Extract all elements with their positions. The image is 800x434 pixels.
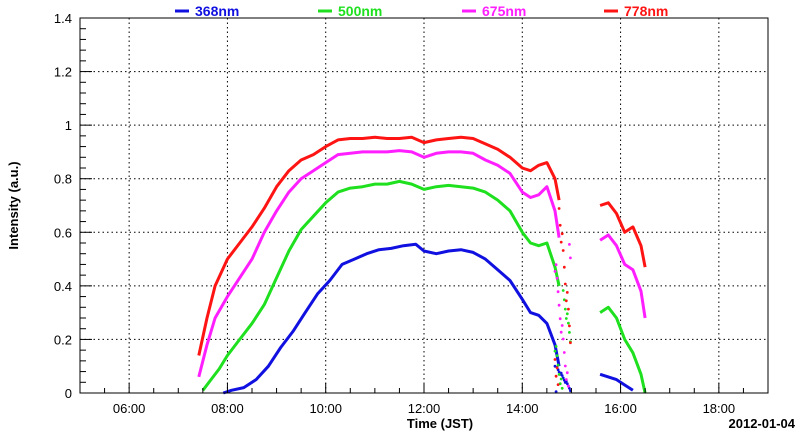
scatter-point-500nm bbox=[563, 307, 567, 311]
series-line-368nm bbox=[599, 372, 634, 392]
scatter-point-778nm bbox=[556, 383, 560, 386]
axes: 06:00 08:00 10:00 12:00 14:00 16:00 18:00 0 0.2 0… bbox=[54, 11, 744, 416]
series-layer bbox=[197, 135, 647, 395]
scatter-point-500nm bbox=[561, 289, 565, 292]
scatter-point-778nm bbox=[553, 358, 557, 361]
series-line-500nm bbox=[201, 179, 561, 392]
scatter-point-500nm bbox=[560, 386, 564, 390]
scatter-point-368nm bbox=[553, 364, 557, 368]
scatter-point-778nm bbox=[567, 307, 570, 311]
scatter-point-500nm bbox=[553, 349, 557, 353]
scatter-point-368nm bbox=[559, 371, 563, 375]
scatter-point-778nm bbox=[564, 299, 568, 303]
x-tick-label: 14:00 bbox=[506, 401, 539, 416]
y-tick-label: 0.6 bbox=[54, 225, 72, 240]
x-tick-label: 06:00 bbox=[113, 401, 146, 416]
y-tick-label: 0.4 bbox=[54, 279, 72, 294]
scatter-point-778nm bbox=[561, 249, 565, 252]
y-tick-label: 0.2 bbox=[54, 332, 72, 347]
date-label: 2012-01-04 bbox=[729, 416, 796, 431]
scatter-point-675nm bbox=[555, 276, 559, 280]
scatter-point-778nm bbox=[569, 341, 572, 345]
y-tick-label: 0.8 bbox=[54, 172, 72, 187]
scatter-point-368nm bbox=[568, 386, 571, 390]
series-line-675nm bbox=[197, 149, 561, 378]
scatter-point-778nm bbox=[557, 207, 561, 210]
scatter-point-675nm bbox=[560, 324, 564, 327]
scatter-point-368nm bbox=[554, 390, 558, 394]
scatter-point-675nm bbox=[556, 290, 560, 294]
scatter-point-500nm bbox=[564, 317, 568, 320]
scatter-point-368nm bbox=[565, 382, 569, 386]
legend-label-500nm: 500nm bbox=[338, 3, 382, 19]
y-tick-label: 1.2 bbox=[54, 65, 72, 80]
legend-label-368nm: 368nm bbox=[195, 3, 239, 19]
scatter-point-675nm bbox=[557, 303, 561, 307]
scatter-point-675nm bbox=[553, 270, 557, 273]
scatter-point-500nm bbox=[565, 312, 569, 316]
x-tick-label: 18:00 bbox=[703, 401, 736, 416]
scatter-point-500nm bbox=[568, 331, 571, 334]
x-tick-label: 10:00 bbox=[309, 401, 342, 416]
legend-label-675nm: 675nm bbox=[482, 3, 526, 19]
scatter-point-675nm bbox=[558, 317, 562, 321]
scatter-point-675nm bbox=[554, 263, 558, 267]
x-tick-label: 08:00 bbox=[211, 401, 244, 416]
scatter-point-675nm bbox=[565, 371, 569, 375]
scatter-point-675nm bbox=[564, 378, 568, 381]
scatter-point-675nm bbox=[569, 256, 572, 260]
series-line-500nm bbox=[599, 305, 647, 394]
y-axis-title: Intensity (a.u.) bbox=[6, 161, 21, 249]
plot-frame bbox=[79, 17, 769, 394]
scatter-point-675nm bbox=[568, 243, 571, 246]
x-axis-title: Time (JST) bbox=[407, 416, 473, 431]
series-line-778nm bbox=[197, 135, 561, 356]
scatter-point-675nm bbox=[567, 384, 570, 388]
scatter-point-368nm bbox=[560, 374, 564, 377]
scatter-point-778nm bbox=[559, 240, 563, 244]
scatter-point-675nm bbox=[559, 330, 563, 334]
scatter-point-500nm bbox=[567, 321, 570, 325]
scatter-point-778nm bbox=[554, 374, 558, 378]
y-tick-label: 1.4 bbox=[54, 11, 72, 26]
scatter-point-778nm bbox=[563, 282, 567, 286]
x-tick-label: 12:00 bbox=[408, 401, 441, 416]
scatter-point-778nm bbox=[558, 223, 562, 227]
legend-label-778nm: 778nm bbox=[624, 3, 668, 19]
scatter-point-778nm bbox=[555, 366, 559, 370]
scatter-point-778nm bbox=[565, 291, 569, 294]
scatter-point-500nm bbox=[558, 382, 562, 386]
scatter-point-675nm bbox=[563, 364, 567, 368]
legend: 368nm 500nm 675nm 778nm bbox=[175, 3, 668, 19]
scatter-point-778nm bbox=[560, 232, 564, 236]
scatter-point-500nm bbox=[557, 373, 561, 376]
y-tick-label: 1 bbox=[65, 118, 72, 133]
series-line-778nm bbox=[599, 201, 647, 268]
x-tick-label: 16:00 bbox=[604, 401, 637, 416]
series-line-675nm bbox=[599, 233, 647, 319]
scatter-point-675nm bbox=[562, 351, 566, 354]
scatter-point-368nm bbox=[557, 370, 561, 374]
scatter-point-778nm bbox=[562, 265, 566, 269]
grid bbox=[80, 18, 768, 393]
series-line-368nm bbox=[222, 242, 561, 395]
scatter-point-500nm bbox=[559, 377, 563, 381]
scatter-point-500nm bbox=[556, 363, 560, 367]
y-tick-label: 0 bbox=[65, 386, 72, 401]
scatter-point-778nm bbox=[568, 324, 571, 328]
scatter-point-675nm bbox=[561, 337, 565, 341]
scatter-point-500nm bbox=[554, 345, 558, 348]
scatter-point-500nm bbox=[555, 354, 559, 358]
